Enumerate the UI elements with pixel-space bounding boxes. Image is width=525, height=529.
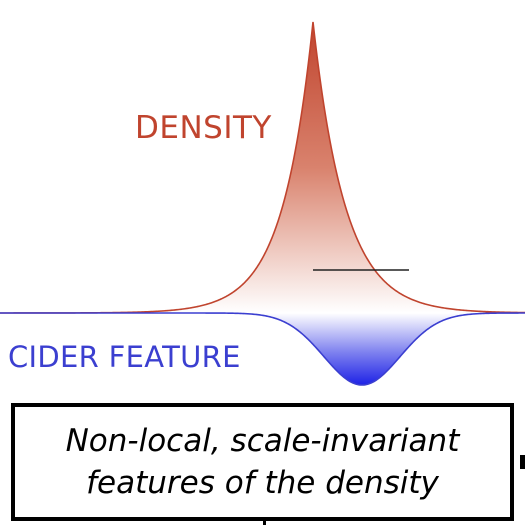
feature-curve: [0, 312, 525, 386]
caption-line-1: Non-local, scale-invariant: [65, 423, 460, 459]
density-label: DENSITY: [135, 110, 272, 146]
caption-line-2: features of the density: [86, 465, 439, 501]
caption-text: Non-local, scale-invariant features of t…: [66, 420, 460, 504]
caption-box: Non-local, scale-invariant features of t…: [11, 403, 514, 521]
density-fill: [0, 22, 525, 313]
right-tick-stub: [520, 455, 525, 469]
cider-feature-label: CIDER FEATURE: [8, 340, 241, 374]
feature-fill: [0, 313, 525, 385]
